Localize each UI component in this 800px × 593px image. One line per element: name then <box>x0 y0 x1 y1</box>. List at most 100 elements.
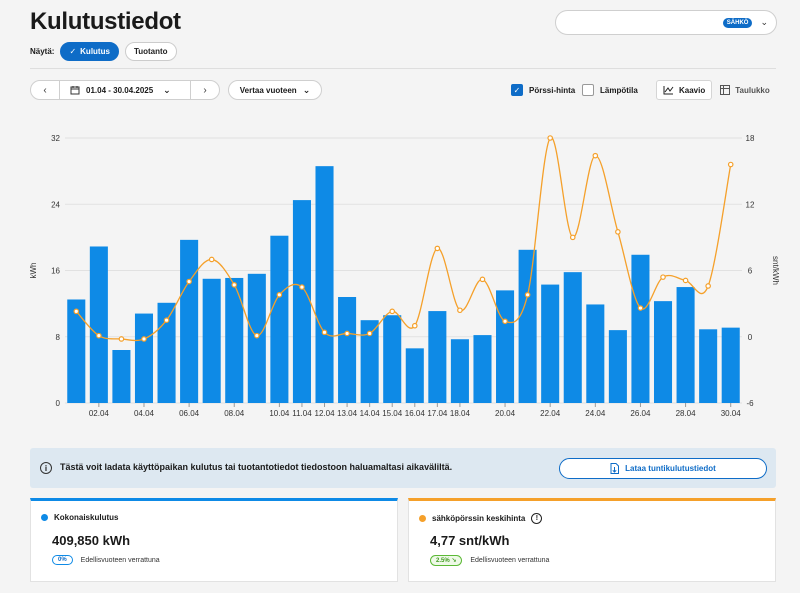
info-icon: i <box>40 462 52 474</box>
x-tick-label: 24.04 <box>585 409 606 418</box>
info-exclamation-icon[interactable]: ! <box>531 513 543 524</box>
series-dot-icon <box>41 514 48 521</box>
checkbox-checked-icon: ✓ <box>511 84 523 96</box>
total-consumption-value: 409,850 kWh <box>52 533 131 548</box>
consumption-bar <box>225 277 244 403</box>
show-production-button[interactable]: Tuotanto <box>124 42 177 61</box>
x-tick-label: 16.04 <box>405 409 426 418</box>
spot-price-point <box>276 291 283 298</box>
spot-price-checkbox[interactable]: ✓ Pörssi-hinta <box>511 84 575 96</box>
spot-price-point <box>457 307 463 314</box>
chevron-down-icon: ⌄ <box>302 84 311 95</box>
compare-year-label: Vertaa vuoteen <box>239 85 297 95</box>
x-tick-label: 06.04 <box>179 409 200 418</box>
x-tick-label: 30.04 <box>721 409 742 418</box>
x-tick-label: 20.04 <box>495 409 516 418</box>
show-toggle: Näytä: ✓ Kulutus Tuotanto <box>30 42 177 61</box>
x-tick-label: 08.04 <box>224 409 245 418</box>
consumption-bar <box>338 297 357 403</box>
date-range-text: 01.04 - 30.04.2025 <box>86 85 154 95</box>
date-range-button[interactable]: 01.04 - 30.04.2025 ⌄ <box>59 81 191 99</box>
spot-price-line <box>75 137 732 342</box>
spot-price-point <box>141 336 147 342</box>
temperature-checkbox[interactable]: Lämpötila <box>582 84 638 96</box>
chevron-down-icon: ⌄ <box>760 17 768 27</box>
average-price-card: sähköpörssin keskihinta ! 4,77 snt/kWh 2… <box>408 498 776 582</box>
spot-price-point <box>254 332 260 339</box>
download-hourly-button[interactable]: Lataa tuntikulutustiedot <box>559 458 767 479</box>
consumption-bar <box>405 348 424 403</box>
x-tick-label: 12.04 <box>315 409 336 418</box>
consumption-bar <box>608 330 627 403</box>
consumption-bar <box>202 278 221 403</box>
controls-row: ‹ 01.04 - 30.04.2025 ⌄ › Vertaa vuoteen … <box>30 80 776 100</box>
spot-price-label: Pörssi-hinta <box>529 85 576 95</box>
spot-price-point <box>163 317 170 323</box>
spot-price-point <box>524 291 531 298</box>
checkbox-empty-icon <box>582 84 594 96</box>
consumption-bar <box>450 339 469 403</box>
x-tick-label: 18.04 <box>450 409 471 418</box>
consumption-bar <box>496 290 515 403</box>
spot-price-point <box>344 330 350 337</box>
series-dot-icon <box>419 515 426 522</box>
site-select[interactable]: SÄHKÖ ⌄ <box>555 10 777 35</box>
chart-svg: 0 8 16 24 32 -6 0 6 12 18 kWh snt/kWh 02.04 04.04 06.0… <box>29 134 780 418</box>
spot-price-point <box>592 152 599 159</box>
x-tick-label: 15.04 <box>382 409 403 418</box>
spot-price-point <box>547 135 553 141</box>
x-tick-label: 13.04 <box>337 409 358 418</box>
download-hourly-label: Lataa tuntikulutustiedot <box>625 464 716 473</box>
x-tick-label: 17.04 <box>427 409 448 418</box>
header-divider <box>30 68 776 69</box>
consumption-bar <box>473 335 492 403</box>
consumption-chart: 0 8 16 24 32 -6 0 6 12 18 kWh snt/kWh 02.04 04.04 06.0… <box>0 122 800 422</box>
consumption-bar <box>518 249 537 403</box>
compare-year-select[interactable]: Vertaa vuoteen ⌄ <box>228 80 322 100</box>
table-view-button[interactable]: Taulukko <box>714 80 776 100</box>
page-title: Kulutustiedot <box>30 8 181 35</box>
consumption-bar <box>721 327 740 403</box>
change-badge: 2.5% ↘ <box>430 555 463 566</box>
spot-price-point <box>637 305 644 311</box>
spot-price-point <box>660 274 666 280</box>
spot-price-point <box>321 329 328 336</box>
x-tick-label: 14.04 <box>360 409 381 418</box>
spot-price-point <box>118 336 125 342</box>
card-footer: 2.5% ↘ Edellisvuoteen verrattuna <box>430 555 549 566</box>
consumption-bar <box>631 254 650 403</box>
y-left-tick-label: 0 <box>56 399 61 408</box>
consumption-bar <box>67 299 86 403</box>
spot-price-point <box>186 278 192 285</box>
consumption-bar <box>360 320 379 403</box>
consumption-bar <box>315 166 334 403</box>
prev-period-button[interactable]: ‹ <box>43 84 47 96</box>
spot-price-point <box>411 322 418 329</box>
spot-price-point <box>479 276 486 283</box>
x-tick-label: 26.04 <box>630 409 651 418</box>
y-right-axis-label: snt/kWh <box>771 256 780 285</box>
download-info-text: Tästä voit ladata käyttöpaikan kulutus t… <box>60 462 453 472</box>
show-label: Näytä: <box>30 47 55 56</box>
show-consumption-label: Kulutus <box>80 47 110 56</box>
temperature-label: Lämpötila <box>600 85 638 95</box>
spot-price-point <box>73 308 80 315</box>
utility-type-badge: SÄHKÖ <box>722 17 753 28</box>
consumption-bar <box>383 315 402 403</box>
average-price-title: sähköpörssin keskihinta <box>432 514 526 523</box>
chart-view-button[interactable]: Kaavio <box>656 80 713 100</box>
view-toggle: Kaavio Taulukko <box>656 80 776 100</box>
chevron-down-icon: ⌄ <box>163 84 171 95</box>
spot-price-point <box>96 332 102 339</box>
y-left-tick-label: 16 <box>51 267 60 276</box>
show-consumption-button[interactable]: ✓ Kulutus <box>60 42 119 61</box>
spot-price-point <box>366 330 373 337</box>
next-period-button[interactable]: › <box>203 84 207 96</box>
date-range-picker: ‹ 01.04 - 30.04.2025 ⌄ › <box>30 80 220 100</box>
consumption-bar <box>563 272 582 403</box>
y-left-tick-label: 8 <box>56 333 61 342</box>
comparison-text: Edellisvuoteen verrattuna <box>470 557 550 564</box>
total-consumption-title: Kokonaiskulutus <box>54 513 119 522</box>
x-tick-label: 10.04 <box>269 409 290 418</box>
